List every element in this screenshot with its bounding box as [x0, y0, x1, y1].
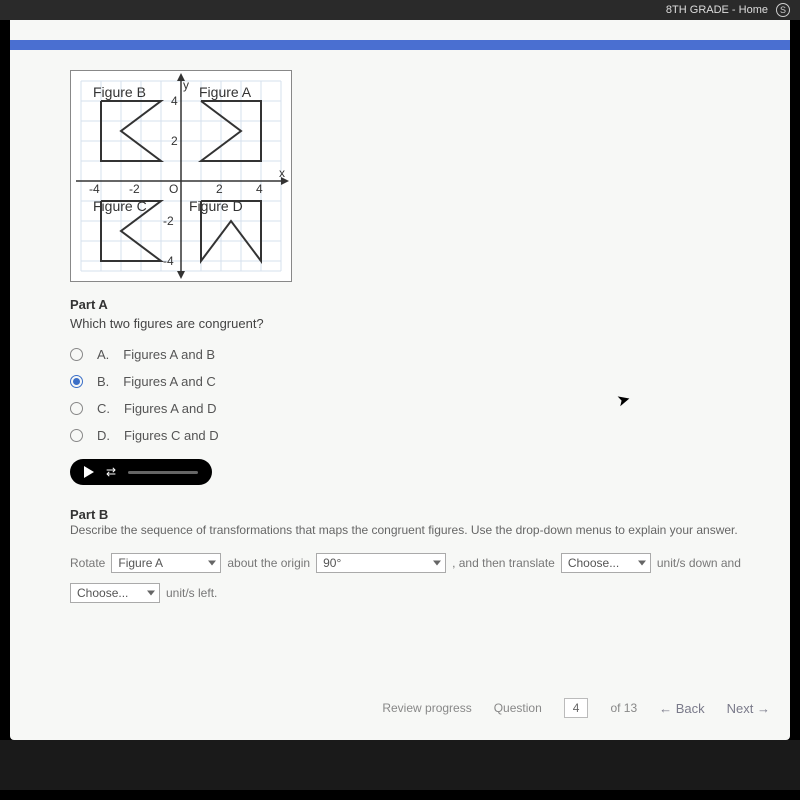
choice-row[interactable]: C. Figures A and D: [70, 395, 750, 422]
choice-text: Figures A and C: [123, 374, 216, 389]
back-button[interactable]: ← Back: [659, 701, 705, 716]
laptop-frame: [0, 740, 800, 790]
choice-row[interactable]: A. Figures A and B: [70, 341, 750, 368]
browser-tab-bar: 8TH GRADE - Home S: [0, 0, 800, 20]
svg-text:2: 2: [171, 134, 178, 148]
tab-badge-icon[interactable]: S: [776, 3, 790, 17]
figure-b-label: Figure B: [93, 84, 146, 100]
svg-text:2: 2: [216, 182, 223, 196]
choice-list: A. Figures A and B B. Figures A and C C. Figu…: [70, 341, 750, 449]
choice-text: Figures C and D: [124, 428, 219, 443]
svg-text:4: 4: [256, 182, 263, 196]
page-body: y x 4 2 -4 -2 O 2 4 -2 -4 Figure B Figur…: [10, 20, 790, 740]
radio-icon[interactable]: [70, 348, 83, 361]
choice-text: Figures A and D: [124, 401, 217, 416]
grid-svg: y x 4 2 -4 -2 O 2 4 -2 -4 Figure B Figur…: [71, 71, 291, 281]
part-b-heading: Part B: [70, 507, 750, 522]
coordinate-grid-figure: y x 4 2 -4 -2 O 2 4 -2 -4 Figure B Figur…: [70, 70, 292, 282]
choice-text: Figures A and B: [123, 347, 215, 362]
rotate-label: Rotate: [70, 556, 105, 570]
units-left-text: unit/s left.: [166, 586, 217, 600]
part-a-heading: Part A: [70, 297, 750, 312]
angle-dropdown[interactable]: 90°: [316, 553, 446, 573]
x-axis-label: x: [279, 166, 285, 180]
radio-icon[interactable]: [70, 402, 83, 415]
radio-icon[interactable]: [70, 375, 83, 388]
radio-icon[interactable]: [70, 429, 83, 442]
header-accent-bar: [10, 40, 790, 50]
figure-a-label: Figure A: [199, 84, 252, 100]
choice-letter: D.: [97, 428, 110, 443]
part-b-question: Describe the sequence of transformations…: [70, 522, 750, 539]
question-label: Question: [494, 701, 542, 715]
part-a-question: Which two figures are congruent?: [70, 316, 750, 331]
figure-dropdown[interactable]: Figure A: [111, 553, 221, 573]
y-axis-label: y: [183, 78, 189, 92]
progress-footer: Review progress Question 4 of 13 ← Back …: [10, 698, 790, 718]
main-content: y x 4 2 -4 -2 O 2 4 -2 -4 Figure B Figur…: [10, 50, 790, 613]
origin-label: O: [169, 182, 178, 196]
next-button[interactable]: Next →: [727, 701, 770, 716]
figure-c-label: Figure C: [93, 198, 147, 214]
choice-letter: B.: [97, 374, 109, 389]
svg-text:-2: -2: [163, 214, 174, 228]
choice-row[interactable]: D. Figures C and D: [70, 422, 750, 449]
choice-letter: A.: [97, 347, 109, 362]
audio-progress-bar[interactable]: [128, 471, 198, 474]
svg-text:-4: -4: [89, 182, 100, 196]
review-progress-link[interactable]: Review progress: [382, 701, 471, 715]
part-b-sentence-row1: Rotate Figure A about the origin 90° , a…: [70, 553, 750, 573]
translate-left-dropdown[interactable]: Choose...: [70, 583, 160, 603]
then-translate-text: , and then translate: [452, 556, 555, 570]
units-down-text: unit/s down and: [657, 556, 741, 570]
question-number: 4: [564, 698, 589, 718]
figure-d-label: Figure D: [189, 198, 243, 214]
svg-text:4: 4: [171, 94, 178, 108]
audio-player[interactable]: ⇄: [70, 459, 212, 485]
translate-down-dropdown[interactable]: Choose...: [561, 553, 651, 573]
part-b-sentence-row2: Choose... unit/s left.: [70, 583, 750, 603]
repeat-icon[interactable]: ⇄: [106, 465, 116, 479]
choice-row[interactable]: B. Figures A and C: [70, 368, 750, 395]
question-total: of 13: [610, 701, 637, 715]
about-origin-text: about the origin: [227, 556, 310, 570]
choice-letter: C.: [97, 401, 110, 416]
svg-text:-4: -4: [163, 254, 174, 268]
tab-title[interactable]: 8TH GRADE - Home: [666, 4, 768, 16]
svg-text:-2: -2: [129, 182, 140, 196]
play-icon[interactable]: [84, 466, 94, 478]
